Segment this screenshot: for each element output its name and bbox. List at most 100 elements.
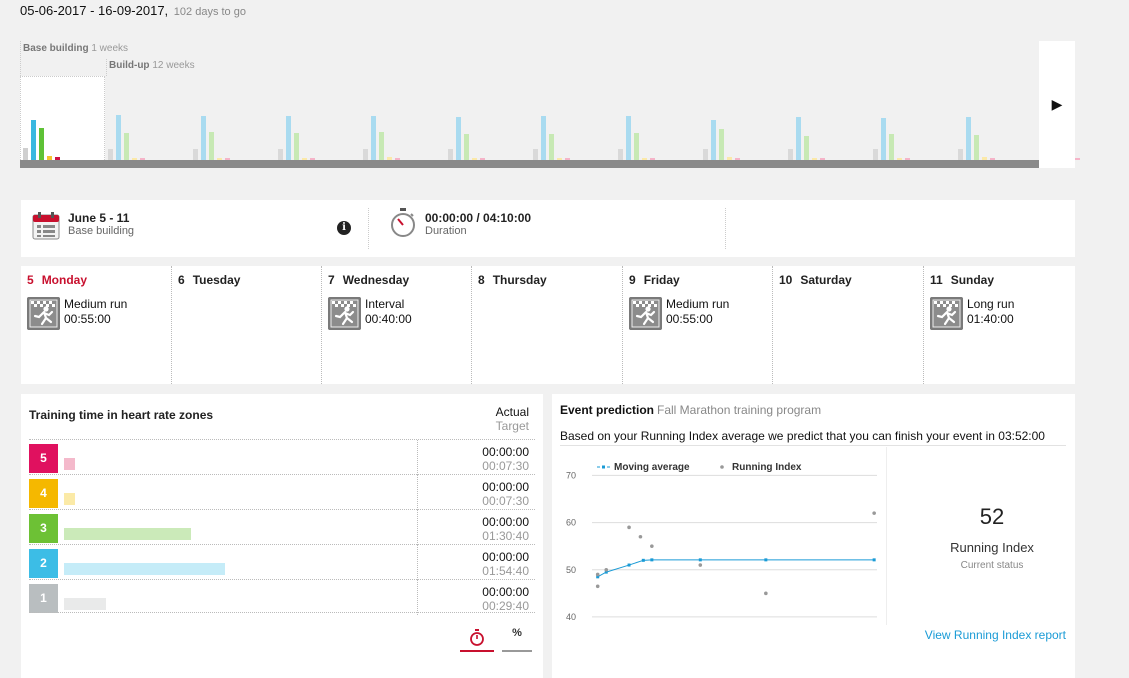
- week-phase: Base building: [68, 225, 135, 237]
- day-name: Saturday: [800, 273, 852, 287]
- session-duration: 01:40:00: [967, 312, 1014, 326]
- event-divider: [560, 445, 1066, 446]
- session-text: Medium run 00:55:00: [64, 297, 127, 330]
- phase-bar-week-10-4: [812, 158, 817, 160]
- info-icon[interactable]: i: [337, 221, 351, 235]
- chart-divider: [886, 447, 887, 625]
- running-index-report-link[interactable]: View Running Index report: [924, 628, 1066, 642]
- zone-actual-time: 00:00:00: [482, 550, 529, 564]
- phase-base-duration: 1 weeks: [91, 43, 129, 54]
- phase-bar-week-4-1: [278, 149, 283, 160]
- phase-bar-week-7-5: [565, 158, 570, 160]
- running-index-point: [595, 572, 600, 577]
- day-name: Monday: [41, 273, 88, 287]
- day-header: 10 Saturday: [779, 273, 852, 287]
- days-to-go: 102 days to go: [173, 6, 246, 18]
- zone-row-1: 1 00:00:00 00:29:40: [29, 579, 535, 615]
- phase-bar-week-4-4: [302, 158, 307, 160]
- week-summary: June 5 - 11 Base building i 00:00:00 / 0…: [21, 200, 1075, 257]
- phase-bar-week-2-1: [108, 149, 113, 160]
- phase-bar-week-4-5: [310, 158, 315, 160]
- phase-bar-week-9-4: [727, 157, 732, 160]
- zone-row-2: 2 00:00:00 01:54:40: [29, 544, 535, 580]
- phase-bar-week-8-2: [626, 116, 631, 160]
- phase-bar-week-6-2: [456, 117, 461, 160]
- zone-row-4: 4 00:00:00 00:07:30: [29, 474, 535, 510]
- phase-bars: [20, 41, 1080, 168]
- phase-bar-week-9-3: [719, 129, 724, 160]
- phase-bar-week-8-4: [642, 158, 647, 160]
- zone-row-3: 3 00:00:00 01:30:40: [29, 509, 535, 545]
- next-weeks-arrow[interactable]: ▶: [1039, 41, 1075, 168]
- phase-bar-week-1-4: [47, 156, 52, 160]
- phase-label-base[interactable]: Base building 1 weeks: [23, 43, 128, 54]
- training-session[interactable]: Interval 00:40:00: [328, 297, 412, 330]
- running-index-point: [595, 584, 600, 589]
- session-text: Long run 01:40:00: [967, 297, 1014, 330]
- phase-bar-week-3-4: [217, 158, 222, 160]
- day-number: 6: [178, 273, 185, 287]
- zone-actual-time: 00:00:00: [482, 515, 529, 529]
- phase-bar-week-9-5: [735, 158, 740, 160]
- hr-zones-panel: Training time in heart rate zones Actual…: [21, 394, 543, 678]
- zone-actual-time: 00:00:00: [482, 480, 529, 494]
- legend-moving-average-marker: [602, 465, 605, 469]
- training-session[interactable]: Medium run 00:55:00: [27, 297, 127, 330]
- moving-average-point: [596, 575, 600, 579]
- phase-bar-week-5-2: [371, 116, 376, 160]
- current-week-highlight[interactable]: [20, 76, 105, 162]
- col-actual: Actual: [495, 405, 529, 419]
- running-index-point: [627, 525, 631, 530]
- day-sunday[interactable]: 11 Sunday Long run 01:40:00: [924, 266, 1075, 384]
- zone-target-time: 01:54:40: [482, 564, 529, 578]
- day-tuesday[interactable]: 6 Tuesday: [172, 266, 322, 384]
- duration-label: Duration: [425, 225, 467, 237]
- summary-divider: [725, 208, 726, 249]
- training-session[interactable]: Long run 01:40:00: [930, 297, 1014, 330]
- toggle-time-button[interactable]: [460, 626, 494, 652]
- zone-row-5: 5 00:00:00 00:07:30: [29, 439, 535, 475]
- phase-bar-week-10-1: [788, 149, 793, 160]
- day-number: 9: [629, 273, 636, 287]
- phase-bar-week-10-5: [820, 158, 825, 160]
- zone-column-divider: [417, 545, 418, 580]
- moving-average-point: [872, 558, 876, 562]
- phase-bar-week-8-1: [618, 149, 623, 160]
- zone-actual-time: 00:00:00: [482, 445, 529, 459]
- day-thursday[interactable]: 8 Thursday: [472, 266, 623, 384]
- date-range-text: 05-06-2017 - 16-09-2017,: [20, 3, 169, 18]
- zone-target-time: 00:07:30: [482, 494, 529, 508]
- phase-bar-week-9-1: [703, 149, 708, 160]
- day-saturday[interactable]: 10 Saturday: [773, 266, 924, 384]
- running-index-point: [638, 534, 643, 539]
- day-monday[interactable]: 5 Monday Medium run 00:55:00: [21, 266, 172, 384]
- phase-bar-week-8-3: [634, 133, 639, 160]
- day-number: 11: [930, 273, 943, 287]
- running-icon: [328, 297, 361, 330]
- day-number: 7: [328, 273, 335, 287]
- phase-bar-week-3-3: [209, 132, 214, 160]
- y-tick-label: 40: [566, 612, 576, 622]
- phase-chart: Base building 1 weeks Build-up 12 weeks: [20, 41, 1080, 168]
- day-number: 5: [27, 273, 34, 287]
- day-wednesday[interactable]: 7 Wednesday Interval 00:40:00: [322, 266, 472, 384]
- session-text: Interval 00:40:00: [365, 297, 412, 330]
- phase-bar-week-2-2: [116, 115, 121, 160]
- y-tick-label: 60: [566, 518, 576, 528]
- running-index-label: Running Index: [950, 540, 1034, 555]
- moving-average-point: [698, 558, 702, 562]
- running-icon: [930, 297, 963, 330]
- zone-column-divider: [417, 510, 418, 545]
- toggle-percent-button[interactable]: %: [502, 626, 532, 652]
- phase-bar-week-12-4: [982, 157, 987, 160]
- zone-column-divider: [417, 580, 418, 615]
- day-friday[interactable]: 9 Friday Medium run 00:55:00: [623, 266, 773, 384]
- phase-label-build[interactable]: Build-up 12 weeks: [109, 60, 195, 71]
- phase-bar-week-5-3: [379, 132, 384, 160]
- training-session[interactable]: Medium run 00:55:00: [629, 297, 729, 330]
- running-index-point: [604, 567, 609, 572]
- zone-actual-time: 00:00:00: [482, 585, 529, 599]
- day-header: 6 Tuesday: [178, 273, 240, 287]
- session-duration: 00:55:00: [666, 312, 713, 326]
- running-index-point: [764, 591, 768, 596]
